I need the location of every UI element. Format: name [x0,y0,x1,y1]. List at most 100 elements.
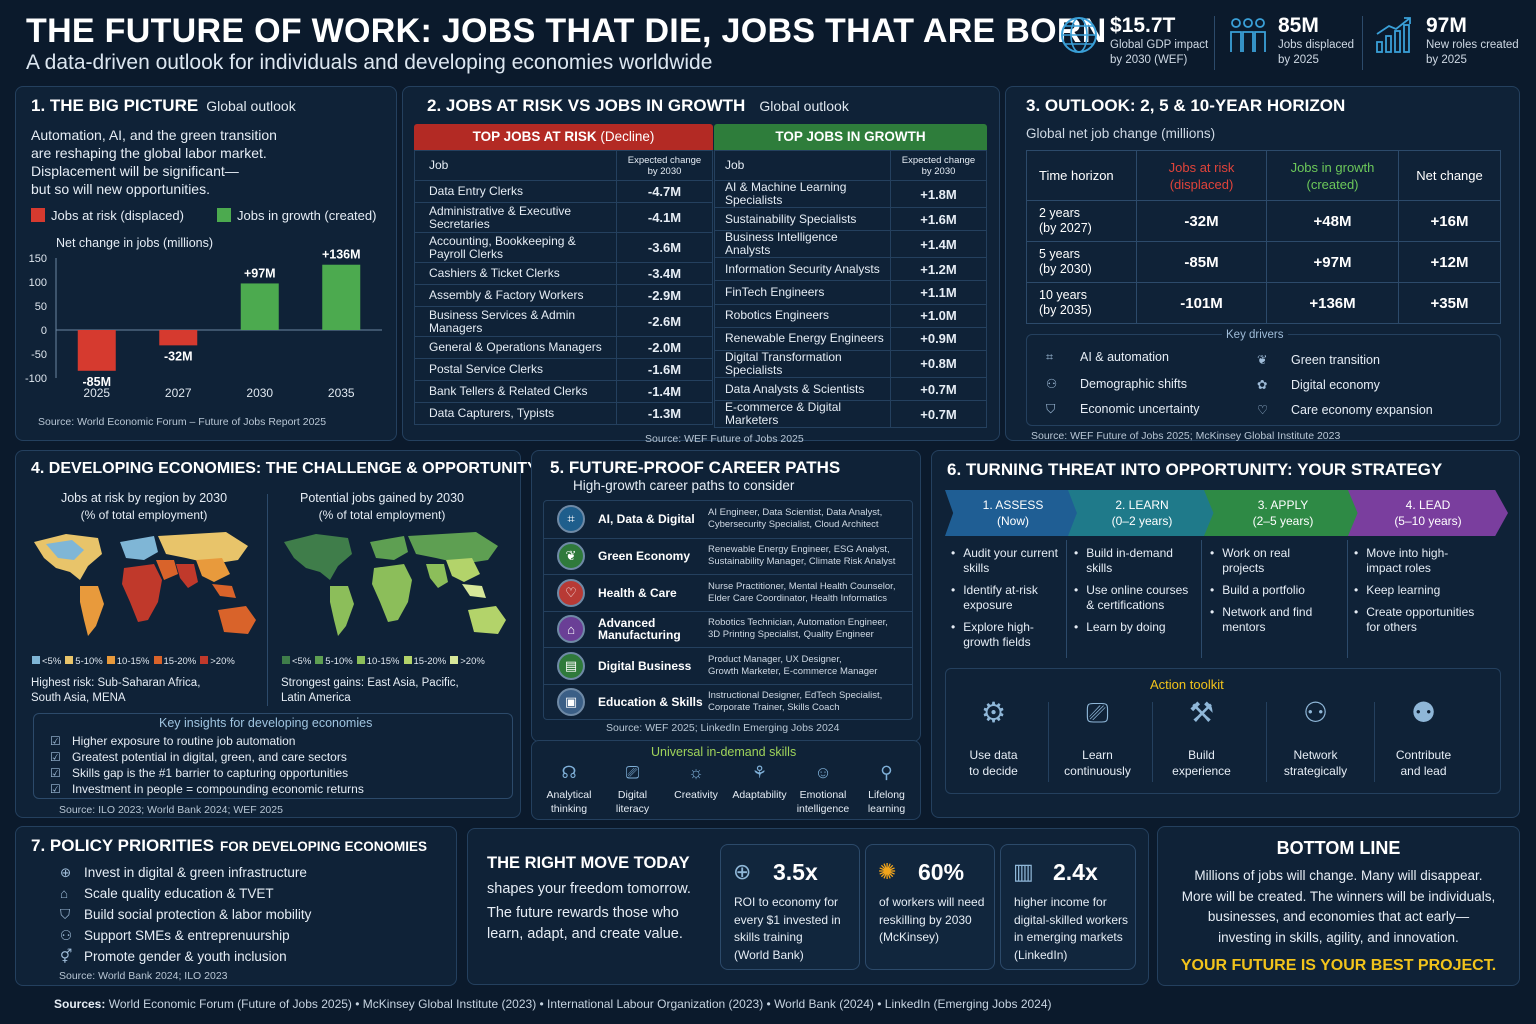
toolbox-icon: ⚒ [1188,697,1215,728]
insight-item: ☑ Greatest potential in digital, green, a… [50,750,347,764]
page-subtitle: A data-driven outlook for individuals an… [26,51,713,74]
lightbulb-icon: ☼ [688,763,704,782]
shield-icon: ⛉ [1046,402,1056,416]
col-header: Expected change by 2030 [890,150,987,181]
panel-big-picture [15,86,397,441]
source-note: Source: WEF 2025; LinkedIn Emerging Jobs… [606,722,840,734]
y-tick-label: -100 [25,373,47,385]
footer-sources: Sources: World Economic Forum (Future of… [54,997,1052,1011]
table-row: FinTech Engineers +1.1M [714,280,987,305]
col-header: Expected change by 2030 [616,150,713,181]
time-horizon: 2 years (by 2027) [1026,200,1137,242]
job-name: Sustainability Specialists [714,207,891,232]
driver-item: ⌗ AI & automation [1046,350,1169,364]
step-item: • Use online courses & certifications [1074,583,1189,612]
chart-icon: ▤ [557,651,585,680]
career-roles: Nurse Practitioner, Mental Health Counse… [708,580,896,604]
globe-icon: ⊕ [733,859,752,884]
table-row: 2 years (by 2027) -32M +48M +16M [1026,200,1501,242]
panel-developing [15,450,521,818]
career-name: Green Economy [598,549,691,563]
table-row: Data Entry Clerks -4.7M [414,180,713,203]
table-row: 5 years (by 2030) -85M +97M +12M [1026,241,1501,283]
job-name: Business Intelligence Analysts [714,230,891,259]
step-item: • Network and find mentors [1210,605,1313,634]
bottom-line-text: Millions of jobs will change. Many will … [1181,868,1496,945]
map2-title: Potential jobs gained by 2030 (% of total… [299,491,464,522]
step-item: • Explore high-growth fields [951,620,1034,649]
step-item: • Keep learning [1354,583,1441,597]
driver-item: ⚇ Demographic shifts [1046,377,1187,391]
career-row: ❦ Green Economy Renewable Energy Engineer,… [543,537,913,574]
job-change: +1.0M [890,304,987,328]
table-row: E-commerce & Digital Marketers +0.7M [714,400,987,429]
strategy-step-1: 1. ASSESS (Now) [945,490,1081,536]
source-note: Source: World Economic Forum – Future of… [38,416,327,428]
careers-list [543,500,913,720]
col-header: Time horizon [1026,150,1137,201]
stat-value: $15.7T [1110,14,1176,37]
stat-label: Jobs displaced [1278,39,1355,51]
step-item: • Build a portfolio [1210,583,1305,597]
table-row: Postal Service Clerks -1.6M [414,358,713,381]
panel-careers [531,450,921,742]
skill-item: ⚲ Lifelong learning [857,764,917,816]
x-tick-label: 2025 [83,386,110,400]
toolkit-box [945,668,1501,794]
table-row: Business Intelligence Analysts +1.4M [714,230,987,259]
career-row: ▤ Digital Business Product Manager, UX Des… [543,647,913,683]
stat-gdp: $15.7T Global GDP impact by 2030 (WEF) [1058,14,1208,68]
skills-title: Universal in-demand skills [651,745,797,759]
bar-chart-icon: ▥ [1013,859,1034,884]
job-change: -3.6M [616,232,713,263]
job-name: Digital Transformation Specialists [714,350,891,378]
bar [240,283,279,330]
table-row: Business Services & Admin Managers -2.6M [414,306,713,337]
job-name: Administrative & Executive Secretaries [414,202,617,233]
driver-item: ✿ Digital economy [1257,378,1380,392]
source-note: Source: WEF Future of Jobs 2025 [645,433,804,445]
policy-item: ⛉ Build social protection & labor mobilit… [60,907,312,922]
outlook-table: Time horizon Jobs at risk (displaced) Job… [1026,150,1501,324]
bottom-line-cta: YOUR FUTURE IS YOUR BEST PROJECT. [1180,957,1497,974]
table-row: Information Security Analysts +1.2M [714,257,987,282]
net-value: +16M [1398,200,1501,242]
job-name: Renewable Energy Engineers [714,327,891,351]
time-horizon: 10 years (by 2035) [1026,282,1137,324]
col-header: Job [714,150,891,181]
job-change: +1.6M [890,207,987,232]
career-row: ♡ Health & Care Nurse Practitioner, Mental… [543,574,913,610]
job-change: -4.1M [616,202,713,233]
job-name: Data Entry Clerks [414,180,617,203]
right-move-title: THE RIGHT MOVE TODAY [487,854,690,872]
career-name: AI, Data & Digital [598,512,695,526]
job-change: -4.7M [616,180,713,203]
panel-title: 2. JOBS AT RISK VS JOBS IN GROWTH Global … [427,96,849,115]
stat-card: ✺ 60% of workers will need reskilling by 20… [865,844,995,970]
bar [322,264,361,330]
career-roles: Renewable Energy Engineer, ESG Analyst, S… [708,544,896,567]
strategy-step-items: • Audit your current skills • Identify at-r… [951,546,1063,657]
risk-world-map [34,532,256,636]
stat-new-roles: 97M New roles created by 2025 [1374,14,1519,68]
job-change: -2.6M [616,306,713,337]
bar [77,330,116,371]
toolkit-item: ⚉ Contribute and lead [1376,699,1471,779]
skill-item: ☼ Creativity [666,763,726,802]
career-roles: Robotics Technician, Automation Engineer… [708,617,888,640]
policy-item: ⚥ Promote gender & youth inclusion [60,949,287,964]
card-value: 60% [918,859,965,885]
panel-tag: Global outlook [759,98,849,114]
career-name: Digital Business [598,658,692,673]
legend-risk: Jobs at risk (displaced) [31,208,184,223]
people-icon: ⚇ [60,928,73,943]
outlook-subtitle: Global net job change (millions) [1026,126,1216,141]
factory-icon: ⌂ [557,615,585,643]
globe-icon: ⊕ [60,865,72,880]
page-title: THE FUTURE OF WORK: JOBS THAT DIE, JOBS … [26,12,1107,50]
col-header: Net change [1398,150,1501,201]
inclusion-icon: ⚥ [60,949,73,964]
skill-item: ⎚ Digital literacy [603,764,663,816]
people-icon [1230,18,1266,52]
driver-item: ⛉ Economic uncertainty [1046,402,1200,416]
